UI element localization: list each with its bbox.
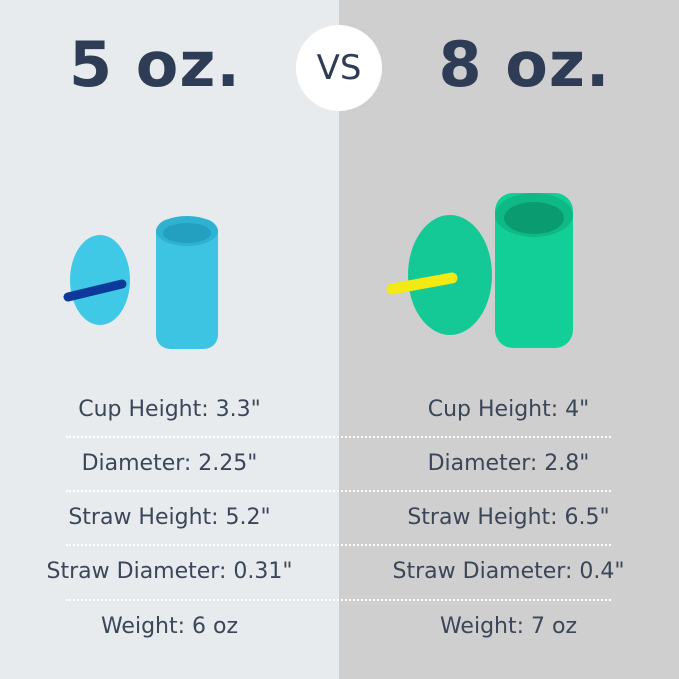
left-straw-diameter: Straw Diameter: 0.31" <box>46 559 293 584</box>
divider <box>66 599 611 601</box>
large-cup-image <box>386 193 573 348</box>
divider <box>66 490 611 492</box>
small-cup-image <box>63 216 218 349</box>
left-straw-height: Straw Height: 5.2" <box>68 505 271 530</box>
right-straw-height: Straw Height: 6.5" <box>407 505 610 530</box>
right-diameter: Diameter: 2.8" <box>427 451 590 476</box>
right-cup-height: Cup Height: 4" <box>427 397 590 422</box>
left-weight: Weight: 6 oz <box>100 614 239 639</box>
left-diameter: Diameter: 2.25" <box>81 451 258 476</box>
divider <box>66 544 611 546</box>
left-cup-height: Cup Height: 3.3" <box>78 397 261 422</box>
right-straw-diameter: Straw Diameter: 0.4" <box>392 559 625 584</box>
left-size-title: 5 oz. <box>69 28 241 101</box>
right-weight: Weight: 7 oz <box>439 614 578 639</box>
vs-badge: VS <box>296 25 382 111</box>
divider <box>66 436 611 438</box>
right-size-title: 8 oz. <box>438 28 611 101</box>
